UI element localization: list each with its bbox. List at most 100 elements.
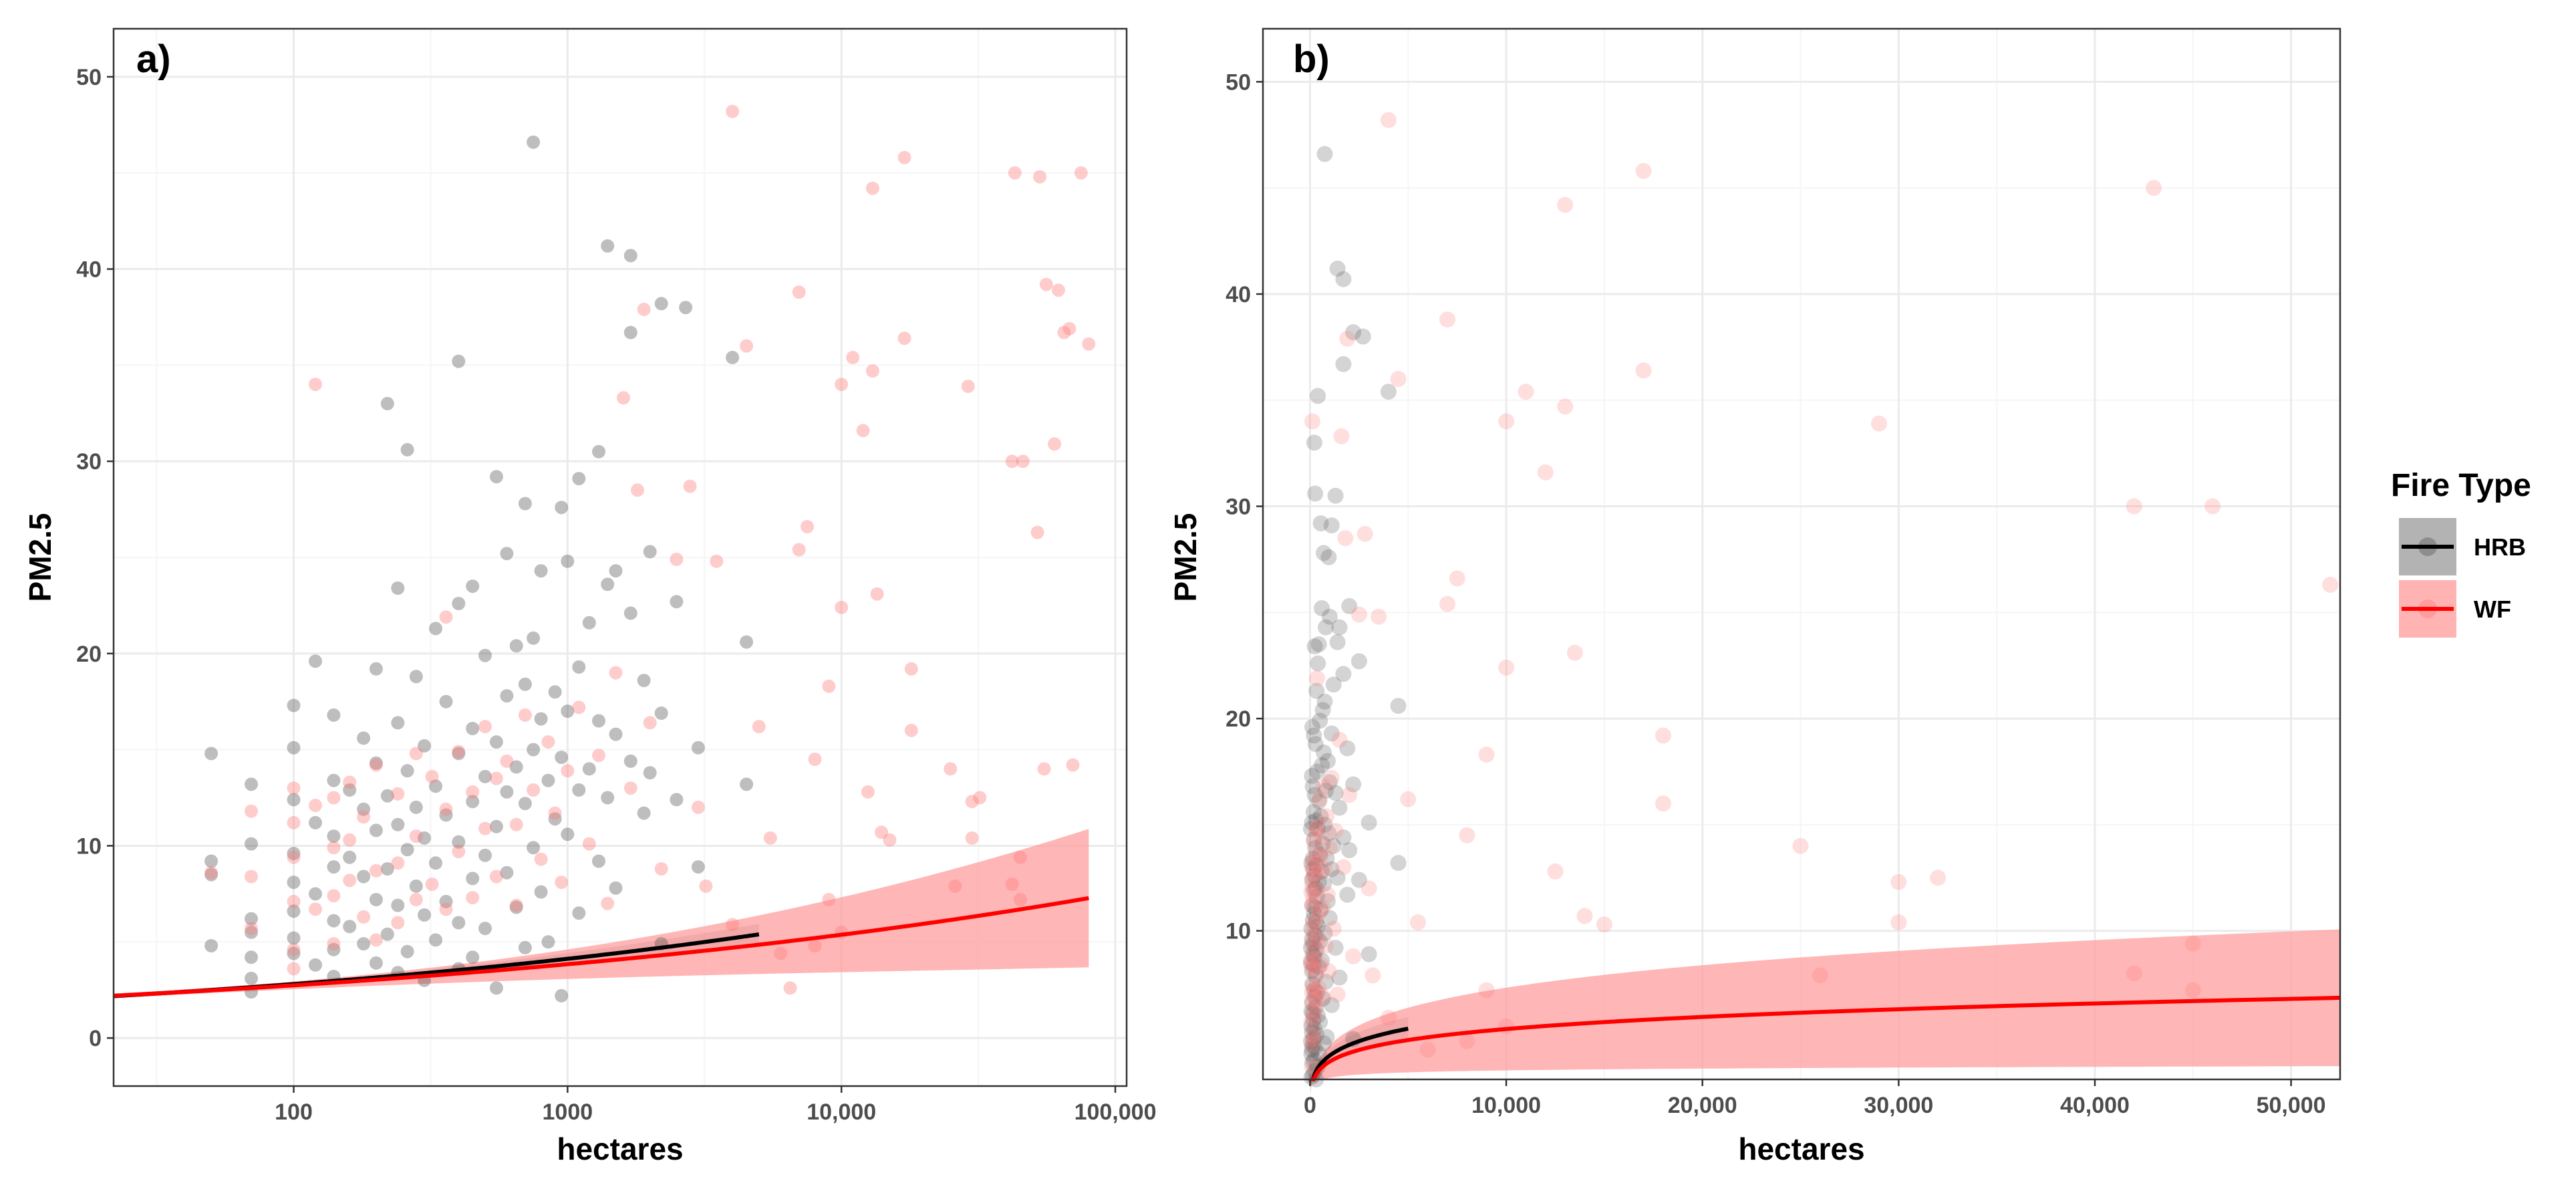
- point-hrb: [609, 727, 623, 741]
- b-x-tick-label: 30,000: [1864, 1093, 1933, 1118]
- point-wf: [1310, 819, 1326, 835]
- point-hrb: [466, 722, 480, 735]
- point-hrb: [654, 706, 668, 720]
- point-wf: [1305, 852, 1322, 869]
- point-wf: [856, 424, 870, 438]
- point-hrb: [1341, 598, 1358, 614]
- b-x-tick-label: 20,000: [1668, 1093, 1737, 1118]
- point-hrb: [572, 783, 586, 797]
- point-hrb: [1316, 876, 1332, 892]
- point-wf: [1306, 1007, 1323, 1024]
- point-hrb: [439, 894, 453, 908]
- point-wf: [500, 754, 514, 768]
- point-wf: [1325, 920, 1342, 937]
- point-hrb: [287, 698, 301, 712]
- panel-b-plot-area: [1263, 29, 2340, 1079]
- point-wf: [1304, 859, 1320, 876]
- point-wf: [683, 479, 697, 493]
- point-hrb: [400, 764, 414, 778]
- point-hrb: [518, 940, 532, 954]
- point-wf: [1310, 980, 1327, 997]
- point-hrb: [572, 906, 586, 920]
- point-hrb: [1306, 948, 1322, 964]
- point-hrb: [1304, 1037, 1321, 1054]
- point-wf: [555, 876, 569, 890]
- point-wf: [1890, 914, 1907, 930]
- point-hrb: [478, 922, 492, 936]
- point-hrb: [623, 606, 637, 620]
- point-hrb: [1325, 676, 1342, 693]
- point-hrb: [509, 760, 523, 774]
- point-wf: [1439, 596, 1455, 612]
- point-wf: [637, 302, 651, 316]
- point-hrb: [509, 900, 523, 914]
- point-hrb: [369, 823, 383, 837]
- point-wf: [466, 891, 480, 905]
- point-hrb: [1329, 634, 1346, 650]
- point-hrb: [1303, 1045, 1320, 1062]
- point-hrb: [1307, 839, 1324, 856]
- point-hrb: [380, 789, 394, 803]
- point-wf: [631, 483, 644, 497]
- point-hrb: [309, 815, 322, 829]
- point-hrb: [623, 325, 637, 340]
- point-wf: [1303, 1014, 1320, 1031]
- point-hrb: [1314, 702, 1331, 718]
- point-hrb: [726, 350, 740, 364]
- point-hrb: [601, 791, 615, 805]
- point-hrb: [1305, 956, 1322, 973]
- point-hrb: [418, 908, 431, 922]
- point-hrb: [1312, 808, 1329, 825]
- point-hrb: [1345, 776, 1362, 793]
- point-hrb: [691, 741, 705, 755]
- point-wf: [327, 889, 341, 903]
- panel-a-y-ticks: 0 10 20 30 40 50: [76, 65, 114, 1051]
- a-y-tick-label: 40: [76, 257, 102, 283]
- point-hrb: [287, 904, 301, 918]
- point-hrb: [1304, 897, 1320, 914]
- point-hrb: [1310, 958, 1327, 975]
- point-wf: [973, 791, 987, 805]
- point-hrb: [369, 756, 383, 770]
- panel-a-x-ticks: 100 1000 10,000 100,000: [275, 1086, 1156, 1125]
- point-wf: [875, 825, 889, 839]
- point-hrb: [1306, 1020, 1322, 1037]
- point-hrb: [1310, 918, 1326, 935]
- point-hrb: [1331, 799, 1348, 816]
- point-hrb: [1323, 997, 1340, 1013]
- point-hrb: [327, 829, 341, 843]
- point-wf: [592, 749, 605, 763]
- point-wf: [357, 810, 371, 824]
- point-hrb: [287, 946, 301, 960]
- b-x-tick-label: 10,000: [1471, 1093, 1541, 1118]
- point-hrb: [1307, 880, 1324, 897]
- point-hrb: [204, 939, 219, 952]
- b-y-tick-label: 20: [1226, 706, 1251, 732]
- point-hrb: [1306, 1052, 1322, 1069]
- point-hrb: [1319, 893, 1336, 910]
- point-wf: [439, 902, 453, 916]
- point-hrb: [572, 660, 586, 674]
- point-hrb: [343, 783, 357, 797]
- panel-a-label: a): [136, 37, 171, 81]
- point-wf: [944, 762, 958, 776]
- point-hrb: [409, 800, 423, 814]
- point-hrb: [245, 971, 258, 985]
- point-wf: [1339, 330, 1356, 347]
- point-wf: [1316, 778, 1332, 795]
- point-wf: [904, 662, 918, 676]
- point-hrb: [1314, 991, 1331, 1007]
- point-wf: [1371, 608, 1387, 625]
- point-hrb: [1312, 846, 1328, 863]
- point-wf: [1410, 914, 1426, 930]
- point-wf: [1005, 454, 1019, 469]
- point-hrb: [452, 747, 466, 761]
- point-hrb: [1306, 434, 1322, 451]
- point-hrb: [1307, 736, 1324, 753]
- point-hrb: [534, 712, 548, 726]
- panel-b-y-axis-title: PM2.5: [1168, 513, 1203, 602]
- point-hrb: [1331, 969, 1348, 986]
- point-hrb: [527, 841, 541, 855]
- point-hrb: [1307, 967, 1324, 984]
- point-hrb: [1327, 785, 1344, 801]
